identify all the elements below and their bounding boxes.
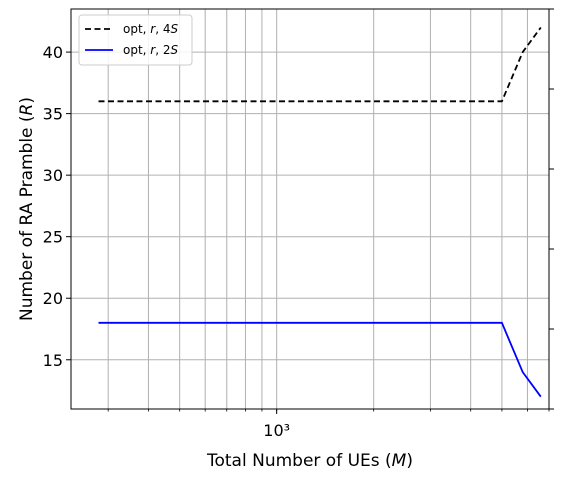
y-tick-label: 40: [43, 43, 63, 62]
legend-box: [78, 14, 193, 66]
series-line-2: [98, 321, 542, 398]
x-axis-label: Total Number of UEs (M): [206, 451, 413, 471]
grid-lines: [71, 9, 550, 409]
y-tick-label: 35: [43, 105, 63, 124]
plot-frame: [70, 8, 550, 410]
x-tick-label: 10³: [263, 421, 290, 440]
y-tick-label: 25: [43, 228, 63, 247]
y-tick-label: 30: [43, 166, 63, 185]
legend-label-1: opt, r, 4S: [123, 22, 179, 36]
y-tick-label: 20: [43, 289, 63, 308]
x-axis-ticks: 10³: [263, 409, 290, 440]
series-lines: [98, 26, 542, 398]
y-axis-label: Number of RA Pramble (R): [17, 97, 37, 321]
legend: opt, r, 4S opt, r, 2S: [78, 14, 193, 66]
legend-label-2: opt, r, 2S: [123, 43, 179, 57]
right-axis-ticks: [549, 8, 554, 410]
series-line-1: [98, 26, 542, 103]
y-axis-ticks: 15 20 25 30 35 40: [43, 43, 71, 370]
y-tick-label: 15: [43, 351, 63, 370]
